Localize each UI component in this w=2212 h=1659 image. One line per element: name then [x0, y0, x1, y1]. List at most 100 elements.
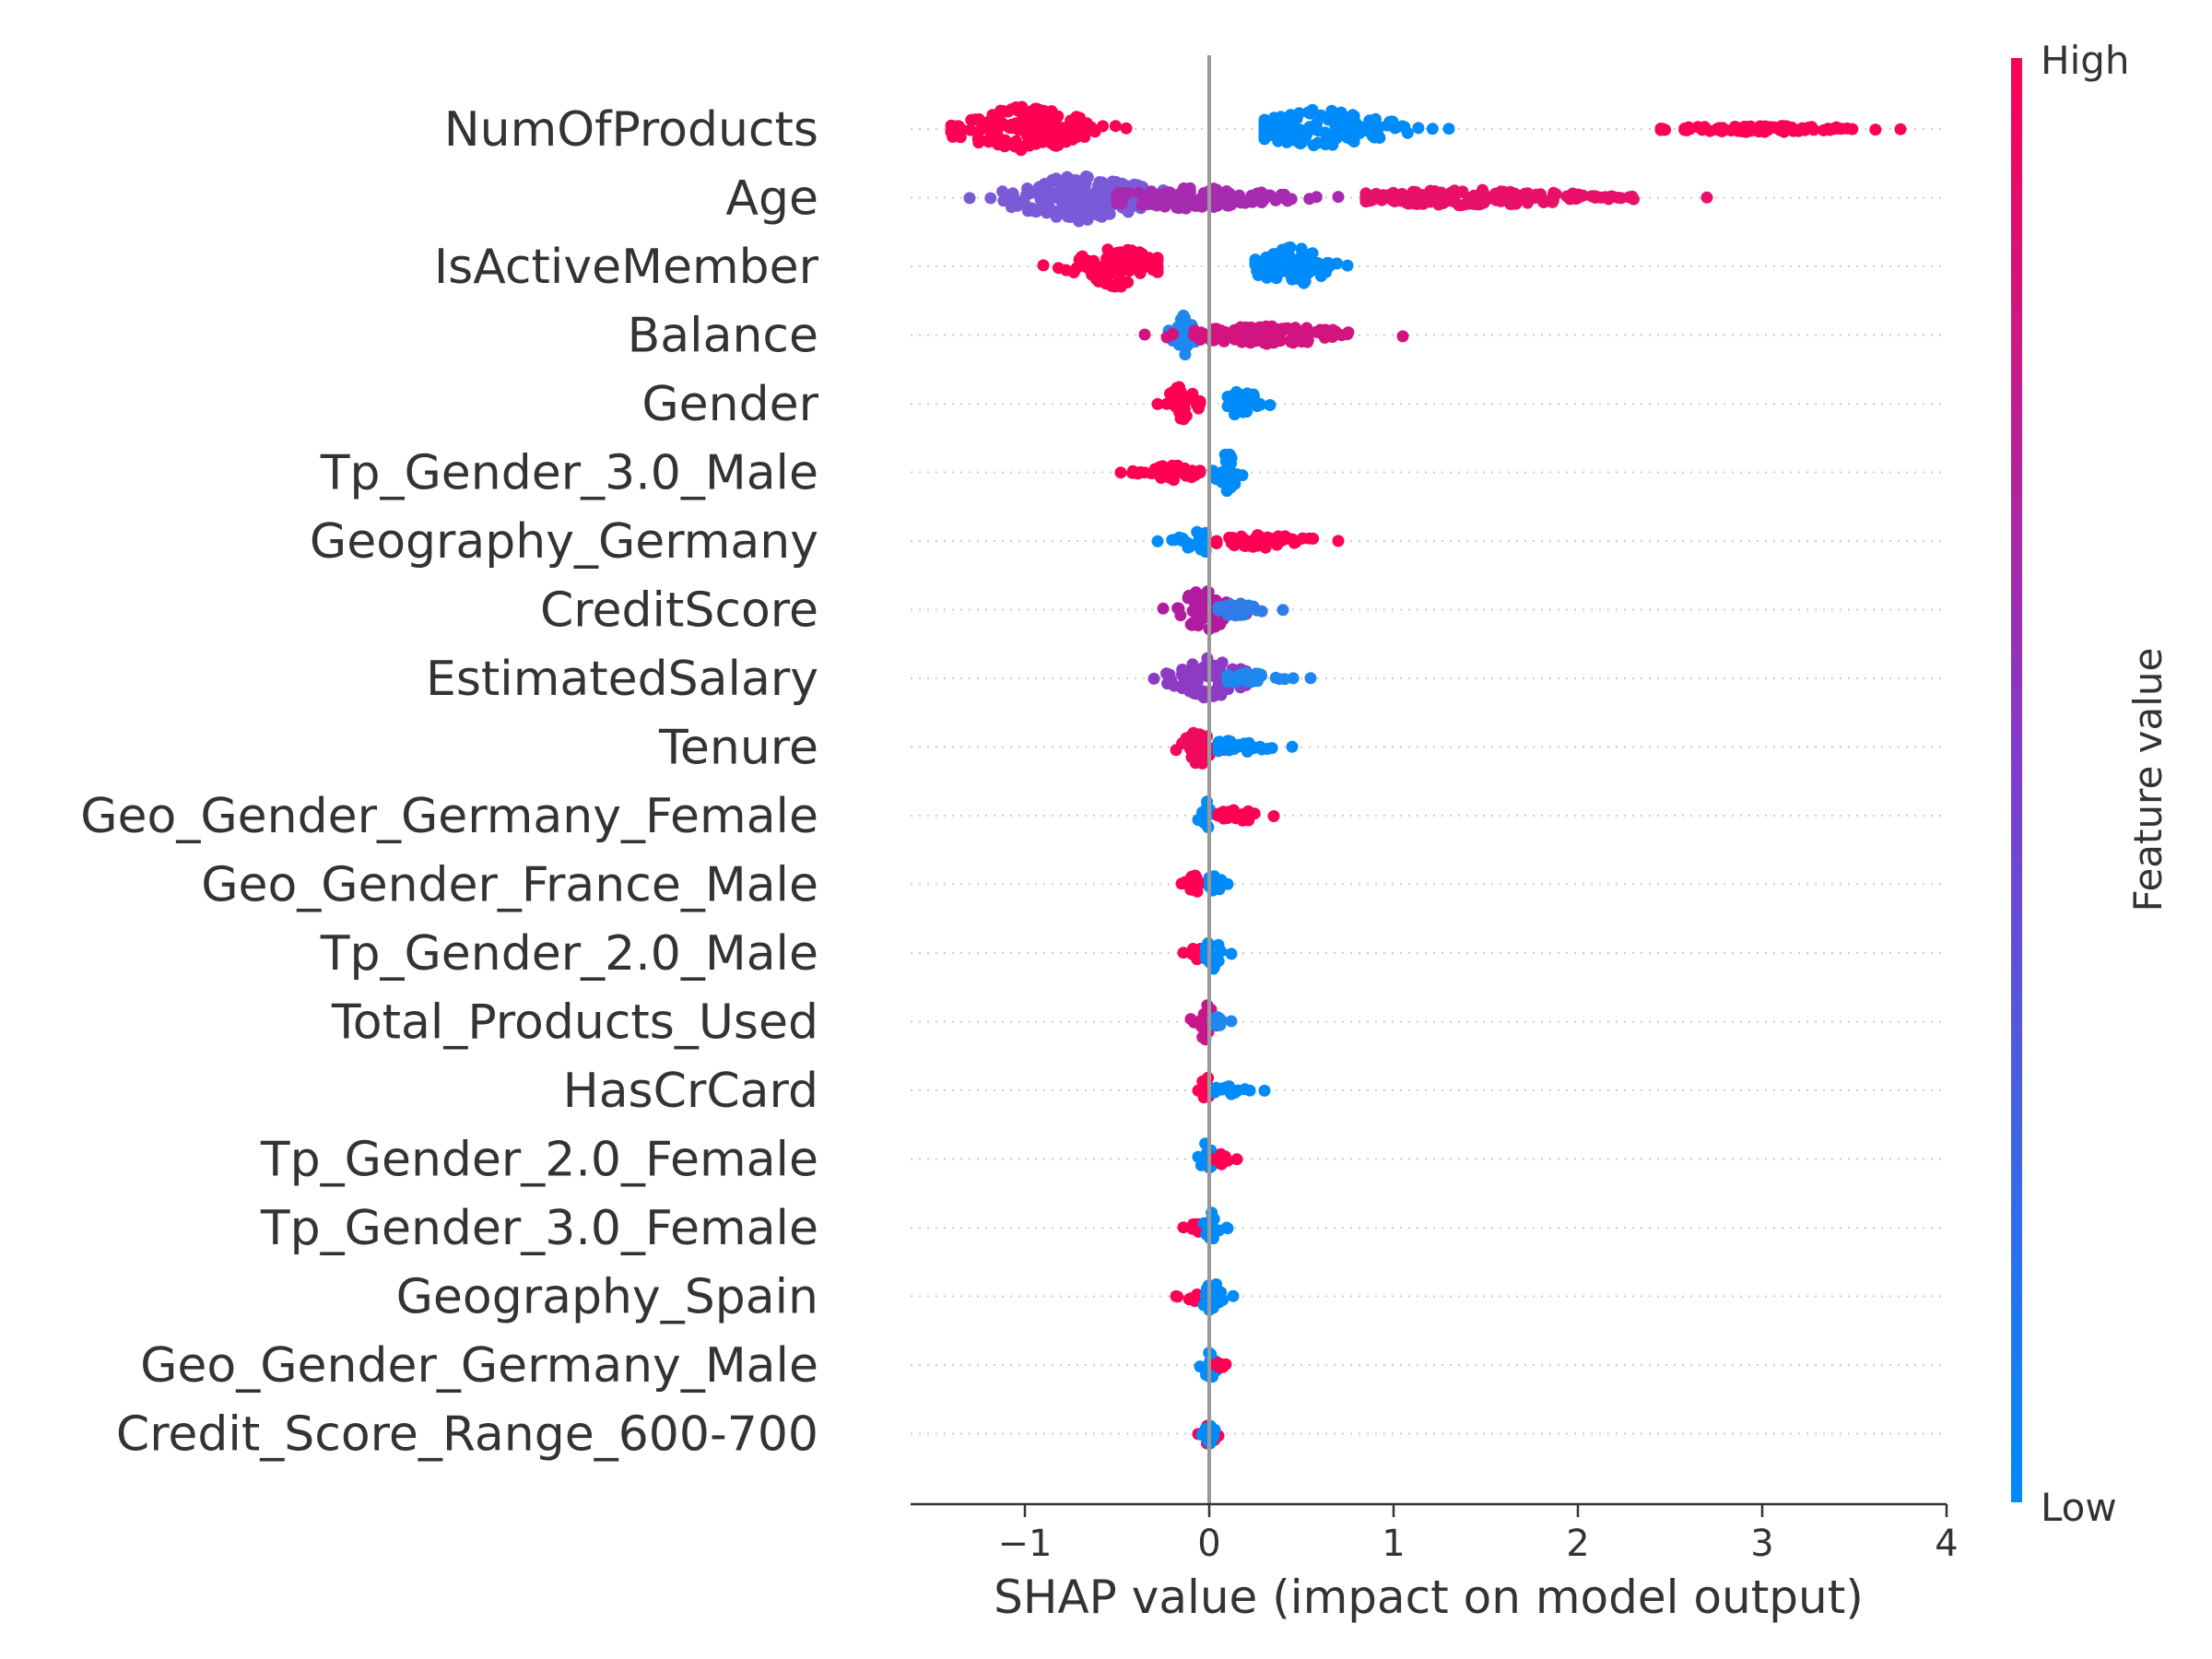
shap-point	[1248, 807, 1261, 820]
shap-point	[1198, 534, 1211, 546]
shap-point	[975, 122, 988, 135]
shap-point	[1197, 690, 1210, 703]
feature-label: EstimatedSalary	[426, 652, 818, 707]
shap-point	[1345, 121, 1358, 134]
shap-point	[1213, 1358, 1226, 1371]
shap-point	[1269, 259, 1282, 272]
shap-point	[1227, 1289, 1240, 1302]
shap-point	[1151, 397, 1164, 410]
feature-label: Geography_Germany	[310, 514, 818, 570]
shap-point	[1170, 401, 1182, 413]
feature-label: Tp_Gender_2.0_Male	[320, 926, 818, 982]
shap-point	[1197, 1091, 1210, 1104]
shap-point	[1359, 189, 1372, 202]
shap-point	[1217, 1294, 1230, 1306]
shap-point	[1284, 241, 1297, 253]
shap-point	[1222, 448, 1235, 461]
shap-point	[1188, 593, 1201, 606]
shap-point	[1109, 120, 1122, 133]
x-tick-label: 4	[1935, 1523, 1958, 1565]
shap-point	[1114, 466, 1127, 479]
feature-label: Geo_Gender_Germany_Female	[80, 789, 818, 844]
shap-point	[1277, 604, 1289, 617]
colorbar-low-label: Low	[2041, 1485, 2117, 1530]
shap-point	[1157, 602, 1170, 615]
shap-point	[1264, 189, 1277, 202]
shap-point	[1064, 190, 1077, 203]
shap-point	[1504, 197, 1517, 210]
shap-point	[1180, 409, 1193, 422]
shap-point	[1097, 120, 1109, 133]
shap-point	[1267, 810, 1280, 822]
shap-point	[1275, 188, 1288, 201]
colorbar-high-label: High	[2041, 38, 2130, 83]
shap-point	[1426, 123, 1439, 135]
shap-point	[1284, 109, 1297, 122]
shap-point	[1696, 124, 1709, 136]
shap-point	[1293, 136, 1306, 149]
shap-point	[1312, 124, 1324, 137]
feature-label: HasCrCard	[563, 1064, 818, 1119]
shap-point	[1171, 1290, 1184, 1303]
shap-point	[1773, 124, 1786, 136]
shap-point	[1747, 124, 1759, 136]
shap-point	[1173, 381, 1185, 394]
shap-point	[1724, 124, 1737, 136]
shap-point	[1869, 124, 1882, 136]
shap-point	[1201, 999, 1214, 1012]
shap-point	[1006, 187, 1019, 200]
shap-point	[1188, 1016, 1200, 1029]
shap-point	[1253, 324, 1265, 336]
shap-point	[1045, 109, 1058, 122]
shap-point	[1287, 268, 1300, 281]
shap-point	[1198, 731, 1211, 744]
shap-point	[1128, 261, 1141, 274]
shap-point	[1277, 323, 1289, 335]
shap-point	[1186, 670, 1199, 683]
x-tick-label: 3	[1750, 1523, 1773, 1565]
shap-point	[1178, 200, 1191, 213]
shap-point	[1138, 328, 1151, 341]
shap-point	[1058, 131, 1071, 144]
shap-point	[1151, 535, 1164, 547]
shap-point	[1253, 529, 1265, 542]
shap-point	[984, 192, 997, 205]
shap-point	[1286, 124, 1299, 137]
shap-point	[1228, 537, 1241, 550]
shap-point	[1258, 113, 1271, 126]
shap-point	[1286, 740, 1299, 753]
shap-point	[1230, 609, 1242, 622]
feature-labels: NumOfProducts Age IsActiveMember Balance Gen…	[80, 102, 818, 1463]
shap-point	[994, 104, 1007, 117]
shap-point	[1071, 120, 1084, 133]
shap-point	[1086, 189, 1099, 202]
shap-point	[1830, 122, 1842, 135]
shap-point	[1524, 193, 1536, 205]
shap-point	[1006, 122, 1019, 135]
shap-point	[1185, 870, 1198, 883]
shap-point	[1246, 674, 1259, 687]
feature-label: Total_Products_Used	[331, 995, 818, 1051]
shap-point	[1118, 249, 1131, 262]
shap-point	[1302, 106, 1314, 119]
shap-point	[1301, 124, 1314, 136]
shap-point	[1442, 123, 1455, 135]
shap-point	[1229, 333, 1241, 346]
shap-point	[1079, 258, 1092, 271]
shap-point	[1168, 534, 1181, 547]
shap-point	[1146, 197, 1159, 210]
shap-point	[1230, 1153, 1243, 1166]
colorbar: High Low Feature value	[2011, 38, 2171, 1530]
shap-point	[1028, 116, 1041, 129]
shap-point	[997, 194, 1010, 207]
shap-point	[1197, 816, 1210, 829]
shap-point	[1230, 812, 1242, 825]
shap-point	[1323, 257, 1335, 270]
shap-point	[1101, 188, 1114, 201]
shap-point	[1303, 193, 1316, 206]
shap-point	[1168, 474, 1180, 487]
shap-point	[1192, 402, 1205, 415]
beeswarm-points	[945, 100, 1907, 1450]
shap-point	[1172, 338, 1185, 351]
